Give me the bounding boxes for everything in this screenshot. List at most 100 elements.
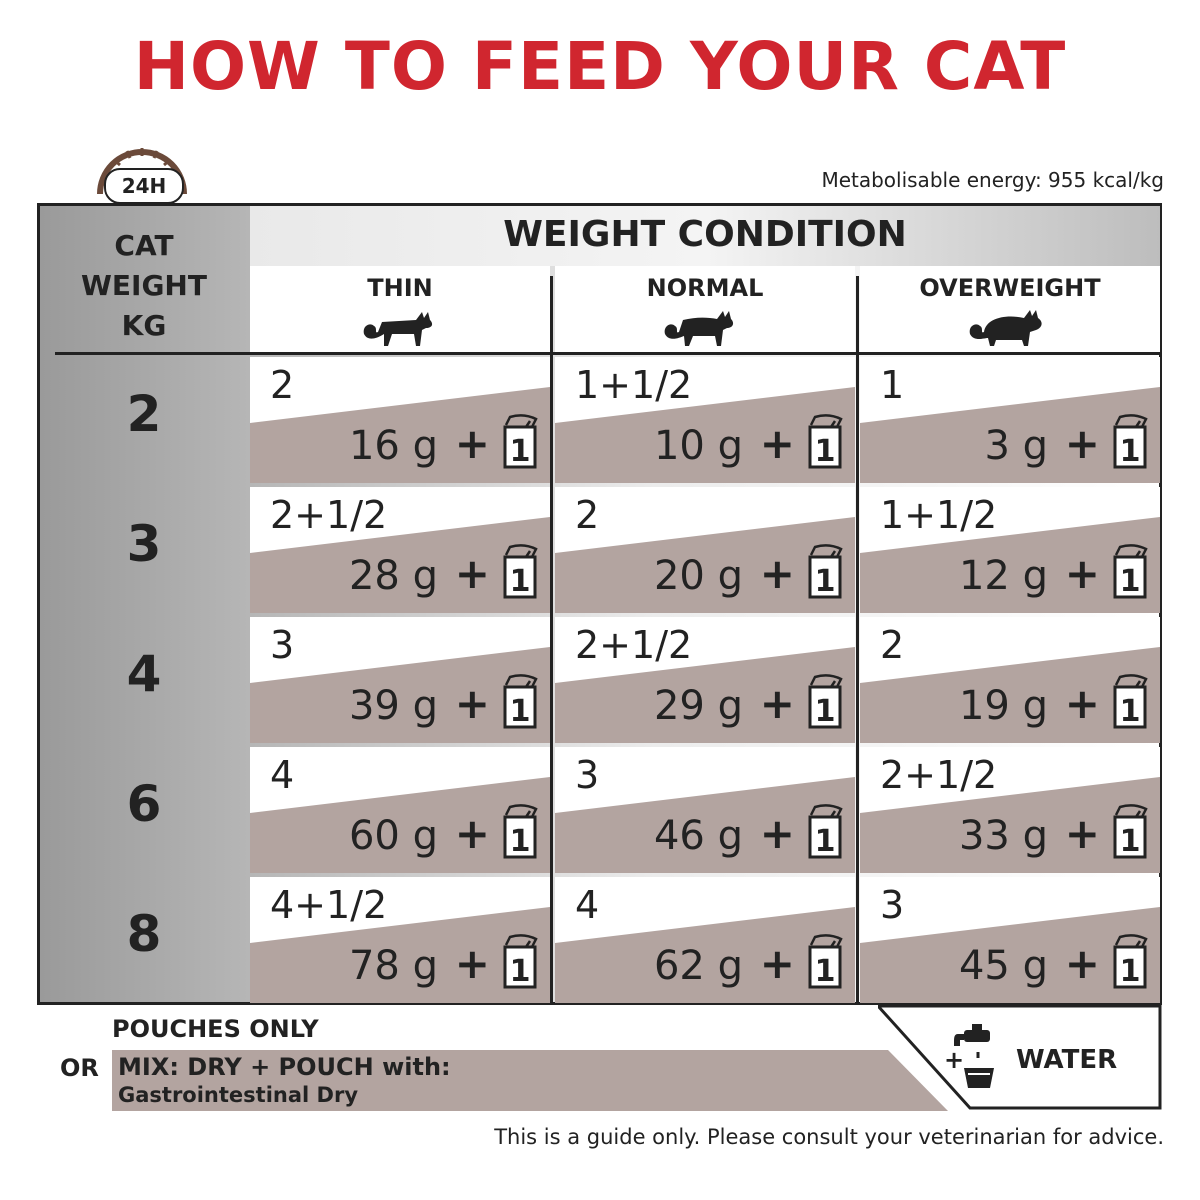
feeding-cell: 2+1/2 33 g +1 bbox=[860, 747, 1160, 873]
pouch-icon-label: 1 bbox=[510, 434, 531, 469]
pouch-icon-label: 1 bbox=[815, 564, 836, 599]
cell-band bbox=[250, 387, 550, 483]
feeding-cell: 2 20 g +1 bbox=[555, 487, 855, 613]
overweight-cat-icon bbox=[969, 310, 1042, 346]
column-label: NORMAL bbox=[646, 274, 764, 302]
dry-food-grams: 16 g bbox=[348, 423, 438, 469]
plus-sign: + bbox=[759, 939, 795, 988]
dry-food-grams: 28 g bbox=[348, 553, 438, 599]
pouch-count: 1 bbox=[880, 363, 905, 407]
or-label: OR bbox=[60, 1054, 99, 1082]
dry-food-grams: 60 g bbox=[348, 813, 438, 859]
pouch-icon-label: 1 bbox=[1120, 694, 1141, 729]
dry-food-grams: 45 g bbox=[958, 943, 1048, 989]
clock-label: 24H bbox=[104, 168, 184, 204]
pouch-count: 3 bbox=[880, 883, 905, 927]
cell-band bbox=[555, 907, 855, 1003]
dry-food-grams: 29 g bbox=[653, 683, 743, 729]
metabolisable-energy: Metabolisable energy: 955 kcal/kg bbox=[821, 168, 1164, 192]
pouch-icon: 1 bbox=[1113, 674, 1148, 729]
dry-food-grams: 3 g bbox=[984, 423, 1048, 469]
pouch-count: 2+1/2 bbox=[575, 623, 693, 667]
feeding-cell: 3 45 g +1 bbox=[860, 877, 1160, 1003]
pouch-icon: 1 bbox=[503, 804, 538, 859]
plus-sign: + bbox=[454, 939, 490, 988]
pouch-count: 4+1/2 bbox=[270, 883, 388, 927]
normal-cat-icon bbox=[664, 311, 734, 346]
column-header-overweight: OVERWEIGHT bbox=[860, 266, 1160, 354]
feeding-cell: 4 60 g +1 bbox=[250, 747, 550, 873]
pouch-icon: 1 bbox=[503, 544, 538, 599]
feeding-cell: 4+1/2 78 g +1 bbox=[250, 877, 550, 1003]
pouch-icon: 1 bbox=[808, 414, 843, 469]
cell-band bbox=[860, 907, 1160, 1003]
cat-weight-value: 4 bbox=[126, 645, 162, 703]
cell-band bbox=[860, 517, 1160, 613]
cell-band bbox=[250, 517, 550, 613]
dry-product-name: Gastrointestinal Dry bbox=[118, 1083, 359, 1107]
pouch-count: 3 bbox=[575, 753, 600, 797]
weight-condition-band bbox=[250, 206, 1160, 266]
mix-instruction: MIX: DRY + POUCH with: bbox=[118, 1053, 451, 1081]
pouch-count: 3 bbox=[270, 623, 295, 667]
feeding-cell: 1+1/2 10 g +1 bbox=[555, 357, 855, 483]
cell-band bbox=[250, 777, 550, 873]
water-box bbox=[874, 1004, 1162, 1110]
cat-weight-value: 8 bbox=[126, 905, 162, 963]
feeding-cell: 2+1/2 29 g +1 bbox=[555, 617, 855, 743]
cell-band bbox=[555, 777, 855, 873]
pouch-icon-label: 1 bbox=[815, 954, 836, 989]
plus-sign: + bbox=[1064, 679, 1100, 728]
pouch-icon: 1 bbox=[808, 674, 843, 729]
column-label: THIN bbox=[367, 274, 433, 302]
pouch-count: 2+1/2 bbox=[270, 493, 388, 537]
pouch-icon: 1 bbox=[503, 934, 538, 989]
cell-band bbox=[555, 387, 855, 483]
dry-food-grams: 62 g bbox=[653, 943, 743, 989]
pouch-count: 4 bbox=[575, 883, 600, 927]
pouch-icon-label: 1 bbox=[1120, 434, 1141, 469]
pouch-count: 1+1/2 bbox=[880, 493, 998, 537]
dry-food-grams: 19 g bbox=[958, 683, 1048, 729]
plus-sign: + bbox=[1064, 809, 1100, 858]
plus-sign: + bbox=[759, 809, 795, 858]
feeding-cell: 4 62 g +1 bbox=[555, 877, 855, 1003]
pouch-icon-label: 1 bbox=[1120, 954, 1141, 989]
dry-food-grams: 46 g bbox=[653, 813, 743, 859]
pouch-icon: 1 bbox=[808, 934, 843, 989]
pouch-icon: 1 bbox=[808, 544, 843, 599]
column-divider bbox=[550, 276, 553, 1004]
pouch-icon: 1 bbox=[1113, 934, 1148, 989]
cat-weight-value: 6 bbox=[126, 775, 162, 833]
cell-band bbox=[250, 647, 550, 743]
cat-weight-header-line: CAT bbox=[114, 229, 174, 262]
feeding-cell: 2 16 g +1 bbox=[250, 357, 550, 483]
pouch-count: 2 bbox=[880, 623, 905, 667]
plus-sign: + bbox=[454, 679, 490, 728]
pouch-icon-label: 1 bbox=[815, 434, 836, 469]
thin-cat-icon bbox=[363, 312, 433, 346]
pouch-count: 4 bbox=[270, 753, 295, 797]
pouch-icon-label: 1 bbox=[1120, 824, 1141, 859]
pouch-count: 2 bbox=[270, 363, 295, 407]
mix-band bbox=[112, 1050, 948, 1111]
feeding-cell: 1 3 g +1 bbox=[860, 357, 1160, 483]
column-label: OVERWEIGHT bbox=[919, 274, 1101, 302]
water-label: WATER bbox=[1016, 1045, 1118, 1075]
cat-weight-header-line: WEIGHT bbox=[81, 269, 207, 302]
feeding-cell: 2+1/2 28 g +1 bbox=[250, 487, 550, 613]
pouch-count: 1+1/2 bbox=[575, 363, 693, 407]
page-title: HOW TO FEED YOUR CAT bbox=[133, 28, 1067, 105]
pouch-icon: 1 bbox=[1113, 414, 1148, 469]
plus-sign: + bbox=[759, 419, 795, 468]
cell-band bbox=[860, 777, 1160, 873]
pouch-icon: 1 bbox=[503, 674, 538, 729]
column-divider bbox=[856, 276, 859, 1004]
dry-food-grams: 78 g bbox=[348, 943, 438, 989]
dry-food-grams: 12 g bbox=[958, 553, 1048, 599]
cell-band bbox=[555, 517, 855, 613]
feeding-cell: 3 39 g +1 bbox=[250, 617, 550, 743]
plus-sign: + bbox=[454, 809, 490, 858]
cat-weight-value: 2 bbox=[126, 385, 162, 443]
cell-band bbox=[860, 387, 1160, 483]
